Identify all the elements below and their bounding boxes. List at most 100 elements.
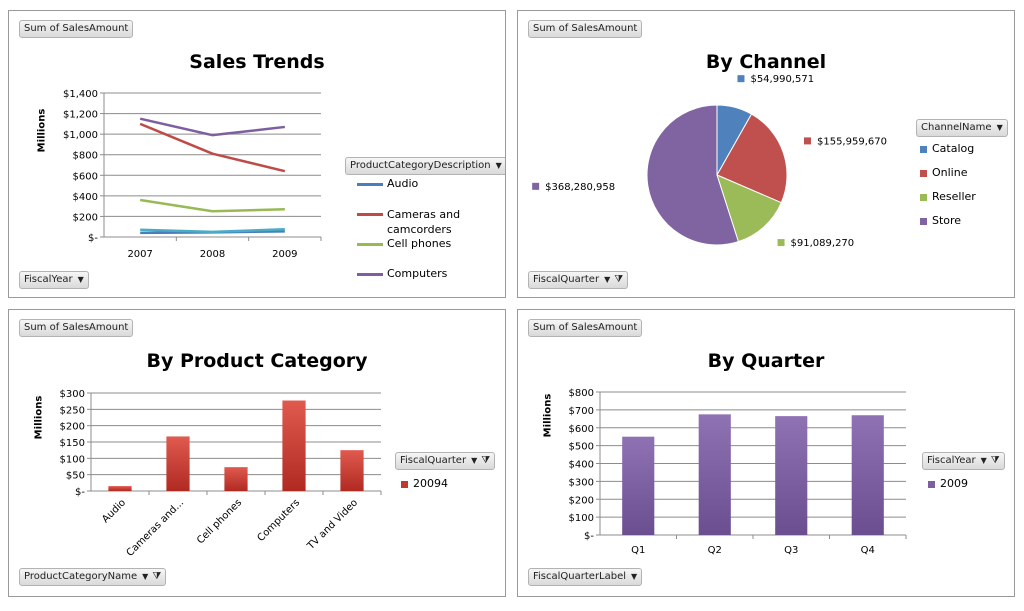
by-quarter-plot: $- $100 $200 $300 $400 $500 $600 $700 $800 Q1 Q2 Q3…	[569, 388, 907, 556]
legend-label: Cell phones	[387, 237, 452, 250]
y-tick-label: $300	[569, 477, 594, 488]
bar	[698, 414, 731, 535]
x-tick-label: Q4	[861, 545, 875, 556]
legend-label: Store	[932, 214, 962, 227]
data-label: $155,959,670	[817, 136, 887, 147]
sales-trends-plot: $- $200 $400 $600 $800 $1,000 $1,200 $1,400 2007…	[63, 89, 322, 260]
x-tick-label: Cell phones	[195, 497, 244, 546]
y-tick-label: $600	[73, 171, 98, 182]
by-quarter-panel: Sum of SalesAmount By Quarter Millions $…	[517, 309, 1015, 597]
legend-item: Store	[920, 214, 961, 227]
legend-item: Audio	[357, 177, 418, 190]
y-tick-label: $200	[569, 495, 594, 506]
chart-title: By Channel	[705, 51, 827, 73]
legend-field-button[interactable]: ProductCategoryDescription ▼	[345, 157, 505, 175]
value-field-button[interactable]: Sum of SalesAmount	[528, 319, 643, 337]
y-tick-label: $1,400	[63, 89, 98, 100]
by-product-category-panel: Sum of SalesAmount By Product Category M…	[8, 309, 506, 597]
by-channel-panel: Sum of SalesAmount By Channel $54,990,57…	[517, 10, 1015, 298]
legend-label: Online	[932, 166, 968, 179]
y-tick-label: $50	[66, 471, 85, 482]
y-tick-label: $300	[60, 389, 85, 400]
bar	[282, 400, 306, 491]
filter-icon: ⧩	[152, 571, 162, 582]
series-line	[139, 198, 285, 213]
filter-field-button[interactable]: FiscalQuarter ▼ ⧩	[528, 271, 629, 289]
value-field-button[interactable]: Sum of SalesAmount	[528, 20, 643, 38]
legend-label: Catalog	[932, 142, 975, 155]
legend-label: 20094	[413, 477, 448, 490]
x-tick-label: 2009	[272, 249, 297, 260]
legend-swatch	[920, 145, 927, 153]
legend-item: Cameras and camcorders	[357, 207, 497, 237]
axis-field-button[interactable]: FiscalYear ▼	[19, 271, 89, 289]
x-tick-label: Q3	[784, 545, 798, 556]
axis-field-button[interactable]: FiscalQuarterLabel ▼	[528, 568, 643, 586]
legend-label: Computers	[387, 267, 448, 280]
legend-swatch	[357, 213, 383, 216]
legend-label: Audio	[387, 177, 419, 190]
legend-field-button[interactable]: ChannelName ▼	[916, 119, 1008, 137]
legend-label: 2009	[940, 477, 968, 490]
filter-icon: ⧩	[990, 455, 1000, 466]
legend-item: Online	[920, 166, 967, 179]
value-field-button[interactable]: Sum of SalesAmount	[19, 20, 134, 38]
sales-trends-panel: Sum of SalesAmount Sales Trends Millions…	[8, 10, 506, 298]
x-tick-label: Audio	[100, 497, 128, 525]
chevron-down-icon: ▼	[77, 275, 84, 284]
axis-field-label: ProductCategoryName	[24, 571, 138, 582]
x-tick-label: Q1	[631, 545, 645, 556]
y-tick-label: $1,000	[63, 130, 98, 141]
chevron-down-icon: ▼	[471, 456, 478, 465]
legend-swatch	[357, 182, 383, 186]
chevron-down-icon: ▼	[142, 572, 149, 581]
y-tick-label: $800	[73, 151, 98, 162]
value-field-label: Sum of SalesAmount	[533, 23, 638, 34]
y-tick-label: $-	[88, 233, 98, 244]
legend-field-label: FiscalYear	[927, 455, 976, 466]
data-label: $368,280,958	[545, 182, 615, 193]
chart-title: By Quarter	[707, 350, 825, 372]
legend-swatch	[357, 242, 383, 246]
y-tick-label: $800	[569, 388, 594, 399]
y-tick-label: $400	[569, 460, 594, 471]
value-field-button[interactable]: Sum of SalesAmount	[19, 319, 134, 337]
legend-item: 2009	[928, 477, 968, 490]
bar	[108, 486, 132, 491]
legend-swatch	[920, 217, 927, 225]
chevron-down-icon: ▼	[980, 456, 987, 465]
legend-field-label: FiscalQuarter	[400, 455, 467, 466]
value-field-label: Sum of SalesAmount	[533, 322, 638, 333]
pie-slice	[646, 104, 740, 246]
legend-swatch	[357, 272, 383, 276]
legend-field-button[interactable]: FiscalQuarter ▼ ⧩	[395, 452, 496, 470]
y-tick-label: $1,200	[63, 110, 98, 121]
legend: Catalog Online Reseller Store	[920, 142, 1010, 242]
legend-field-button[interactable]: FiscalYear ▼ ⧩	[922, 452, 1005, 470]
y-tick-label: $100	[569, 513, 594, 524]
data-label-marker	[777, 239, 785, 247]
y-tick-label: $250	[60, 405, 85, 416]
legend-swatch	[401, 480, 408, 488]
axis-field-button[interactable]: ProductCategoryName ▼ ⧩	[19, 568, 167, 586]
filter-icon: ⧩	[481, 455, 491, 466]
legend-item: Computers	[357, 267, 447, 280]
legend-item: Cell phones	[357, 237, 451, 250]
axis-field-label: FiscalQuarterLabel	[533, 571, 627, 582]
data-label-marker	[737, 75, 745, 83]
x-tick-label: 2007	[127, 249, 152, 260]
y-tick-label: $100	[60, 454, 85, 465]
filter-icon: ⧩	[614, 274, 624, 285]
chevron-down-icon: ▼	[495, 161, 502, 170]
legend-item: 20094	[401, 477, 448, 490]
value-field-label: Sum of SalesAmount	[24, 322, 129, 333]
legend-field-label: ChannelName	[921, 122, 992, 133]
chart-title: Sales Trends	[189, 51, 325, 73]
legend: Audio Cameras and camcorders Cell phones…	[357, 177, 505, 287]
legend-label: Reseller	[932, 190, 976, 203]
legend-item: Catalog	[920, 142, 974, 155]
legend-swatch	[928, 480, 935, 488]
x-tick-label: 2008	[200, 249, 225, 260]
y-tick-label: $200	[60, 422, 85, 433]
y-tick-label: $700	[569, 406, 594, 417]
